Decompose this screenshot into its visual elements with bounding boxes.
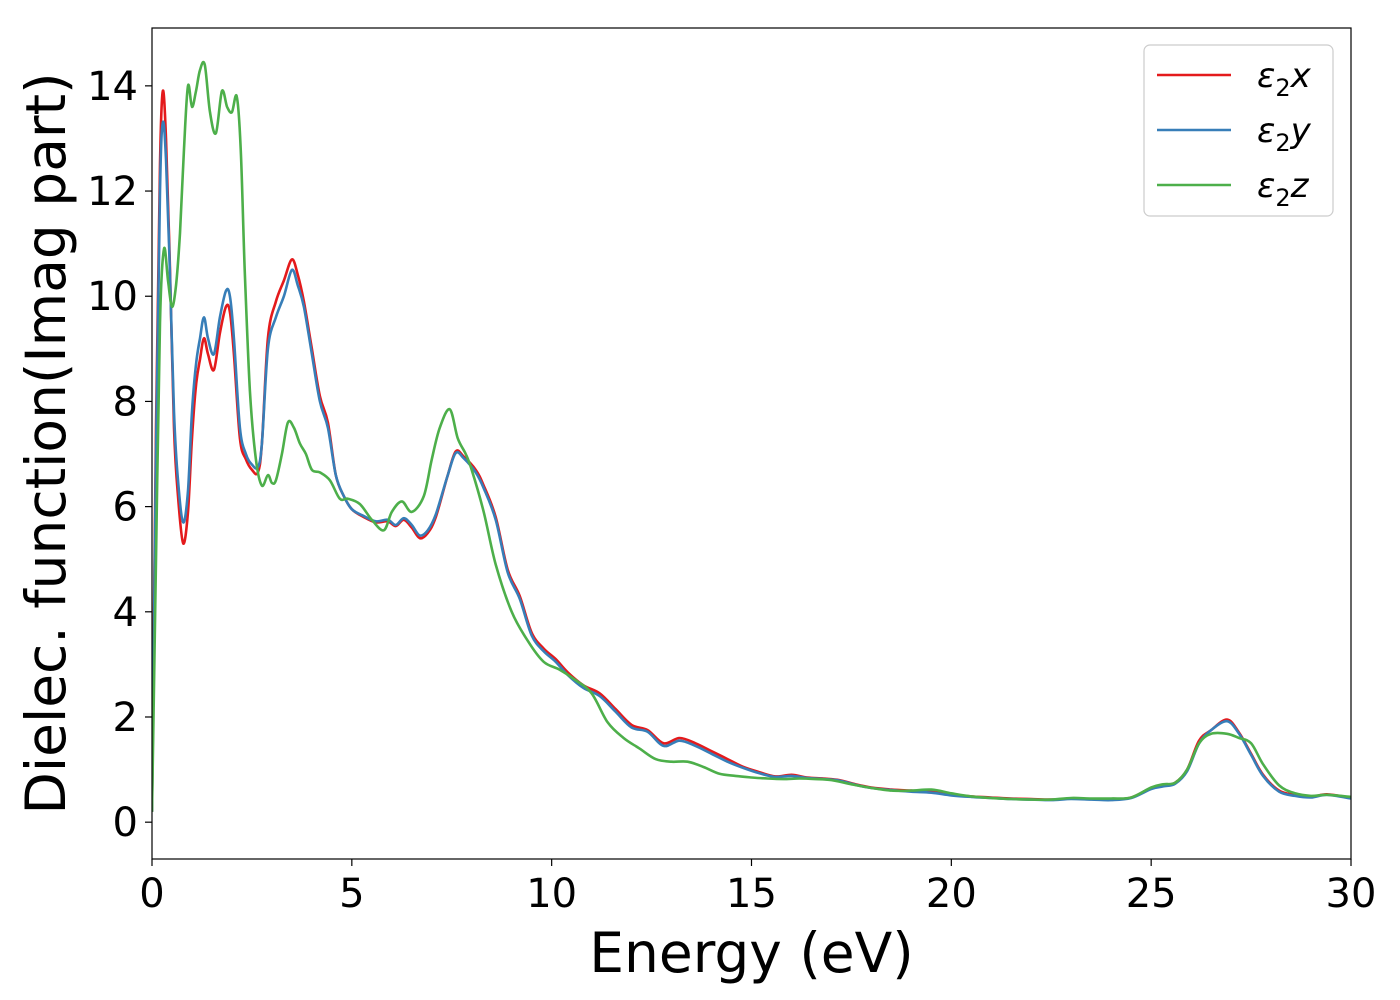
legend-label-1: ε2x	[1257, 56, 1312, 102]
x-axis-ticks: 0 5 10 15 20 25 30	[139, 859, 1376, 917]
legend-label-2: ε2y	[1257, 111, 1312, 157]
y-tick-label: 4	[113, 590, 138, 636]
legend-label-3: ε2z	[1257, 166, 1310, 212]
x-tick-label: 15	[726, 871, 777, 917]
y-tick-label: 2	[113, 695, 138, 741]
y-axis-ticks: 0 2 4 6 8 10 12 14	[87, 64, 152, 846]
y-tick-label: 10	[87, 274, 138, 320]
plot-area	[152, 60, 1351, 812]
y-tick-label: 14	[87, 64, 138, 110]
y-tick-label: 12	[87, 169, 138, 215]
x-tick-label: 25	[1126, 871, 1177, 917]
legend: ε2x ε2y ε2z	[1143, 44, 1334, 217]
x-tick-label: 20	[926, 871, 977, 917]
plot-frame	[151, 27, 1352, 860]
x-tick-label: 30	[1326, 871, 1377, 917]
series-line-3	[152, 60, 1351, 812]
x-tick-label: 0	[139, 871, 164, 917]
y-tick-label: 8	[113, 379, 138, 425]
x-tick-label: 10	[526, 871, 577, 917]
y-tick-label: 6	[113, 485, 138, 531]
y-tick-label: 0	[113, 800, 138, 846]
legend-box	[1143, 44, 1334, 217]
x-axis-label: Energy (eV)	[589, 921, 913, 985]
y-axis-label: Dielec. function(Imag part)	[14, 72, 78, 814]
x-tick-label: 5	[339, 871, 364, 917]
